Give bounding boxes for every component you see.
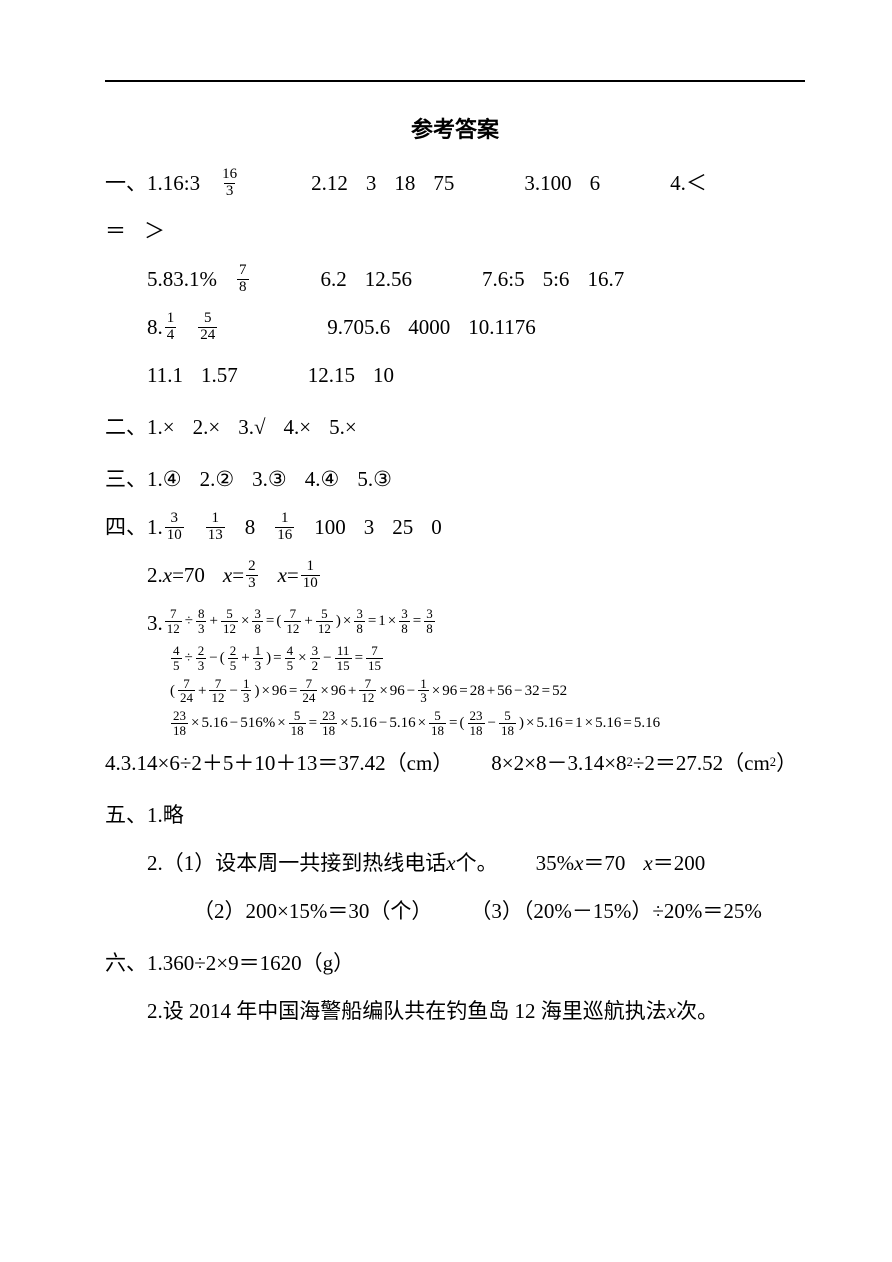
s5-label: 五、 <box>105 794 147 836</box>
s1-i1-p0: 16:3 <box>163 162 200 204</box>
s5-q2b: （2）200×15%＝30（个） （3）（20%－15%）÷20%＝25% <box>105 890 832 932</box>
s1-i4-no: 4. <box>670 162 686 204</box>
top-rule <box>105 80 805 82</box>
s1-i11-no: 11. <box>147 354 172 396</box>
content: 一、 1. 16:3 163 2. 12 3 18 75 3. 100 6 4.… <box>105 162 832 1032</box>
s1-row4: 11. 1 1.57 12. 15 10 <box>105 354 832 396</box>
s4-label: 四、 <box>105 506 147 548</box>
s4-q1: 四、 1. 310 113 8 116 100 3 25 0 <box>105 506 832 548</box>
s4-q2: 2. x=70 x= 23 x= 110 <box>105 554 832 596</box>
s1-i8-frac1: 14 <box>165 311 177 344</box>
page: 参考答案 一、 1. 16:3 163 2. 12 3 18 75 3. 100… <box>0 0 892 1262</box>
s4-q3-line1: 45÷23−(25+13)=45×32−1115=715 <box>169 644 832 673</box>
s1-i3-no: 3. <box>524 162 540 204</box>
s1-i6-no: 6. <box>321 258 337 300</box>
s1-i10-no: 10. <box>468 306 494 348</box>
s2-row: 二、 1.× 2.× 3.√ 4.× 5.× <box>105 406 832 448</box>
s1-i5-no: 5. <box>147 258 163 300</box>
s1-i1-frac: 163 <box>220 167 239 200</box>
s1-i12-no: 12. <box>308 354 334 396</box>
s1-row2: 5. 83.1% 78 6. 2 12.56 7. 6:5 5:6 16.7 <box>105 258 832 300</box>
s1-row1b: ＝ ＞ <box>105 210 832 252</box>
s3-row: 三、 1.④ 2.② 3.③ 4.④ 5.③ <box>105 458 832 500</box>
s3-label: 三、 <box>105 458 147 500</box>
s1-i8-no: 8. <box>147 306 163 348</box>
s1-label: 一、 <box>105 162 147 204</box>
s1-i5-frac: 78 <box>237 263 249 296</box>
s1-row3: 8. 14 524 9. 705.6 4000 10. 1176 <box>105 306 832 348</box>
s2-label: 二、 <box>105 406 147 448</box>
s5-q2a: 2.（1）设本周一共接到热线电话 x 个。 35%x＝70 x＝200 <box>105 842 832 884</box>
s4-q3-line2: (724+712−13)×96=724×96+712×96−13×96=28+5… <box>169 677 832 706</box>
s1-i9-no: 9. <box>327 306 343 348</box>
s1-i2-no: 2. <box>311 162 327 204</box>
s4-q3-header: 3. 712÷83+512×38=(712+512)×38=1×38=38 <box>105 602 832 644</box>
s5-q1: 五、 1.略 <box>105 794 832 836</box>
s1-i8-frac2: 524 <box>198 311 217 344</box>
s6-label: 六、 <box>105 942 147 984</box>
s4-q3-line3: 2318×5.16−516%×518=2318×5.16−5.16×518=(2… <box>169 709 832 738</box>
s1-row1: 一、 1. 16:3 163 2. 12 3 18 75 3. 100 6 4.… <box>105 162 832 204</box>
s6-q2: 2.设 2014 年中国海警船编队共在钓鱼岛 12 海里巡航执法 x 次。 <box>105 990 832 1032</box>
s1-i1-no: 1. <box>147 162 163 204</box>
s6-q1: 六、 1.360÷2×9＝1620（g） <box>105 942 832 984</box>
s1-i7-no: 7. <box>482 258 498 300</box>
s4-q3-line0: 712÷83+512×38=(712+512)×38=1×38=38 <box>163 607 437 636</box>
s4-q4: 4.3.14×6÷2＋5＋10＋13＝37.42（cm） 8×2×8－3.14×… <box>105 742 832 784</box>
page-title: 参考答案 <box>105 112 805 144</box>
